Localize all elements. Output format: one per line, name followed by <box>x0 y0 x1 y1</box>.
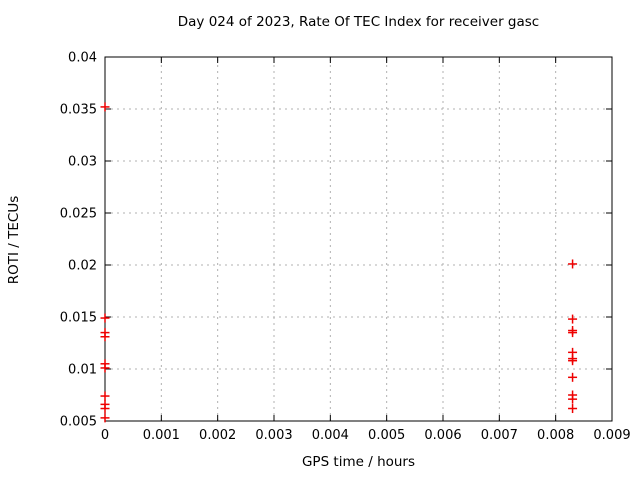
y-tick-label: 0.03 <box>68 155 97 170</box>
data-marker-plus <box>100 391 110 401</box>
y-tick-label: 0.035 <box>60 103 97 118</box>
x-tick-label: 0.009 <box>593 428 630 443</box>
data-marker-plus <box>568 328 578 338</box>
data-marker-plus <box>100 363 110 373</box>
plot-border <box>104 56 613 422</box>
data-point-markers <box>100 102 578 423</box>
data-marker-plus <box>100 313 110 323</box>
y-tick-label: 0.005 <box>60 415 97 430</box>
data-marker-plus <box>568 356 578 366</box>
y-tick-label: 0.04 <box>68 51 97 66</box>
x-axis-label: GPS time / hours <box>301 454 416 470</box>
y-tick-label: 0.02 <box>68 259 97 274</box>
x-tick-label: 0.002 <box>199 428 236 443</box>
y-tick-labels: 0.005 0.01 0.015 0.02 0.025 0.03 0.035 0.04 <box>60 51 97 430</box>
y-tick-label: 0.015 <box>60 311 97 326</box>
x-tick-label: 0.007 <box>481 428 518 443</box>
x-tick-label: 0.005 <box>368 428 405 443</box>
x-tick-label: 0.003 <box>255 428 292 443</box>
chart-title: Day 024 of 2023, Rate Of TEC Index for r… <box>177 14 540 30</box>
data-marker-plus <box>568 372 578 382</box>
x-tick-label: 0.004 <box>312 428 349 443</box>
data-marker-plus <box>100 413 110 423</box>
x-tick-label: 0.006 <box>424 428 461 443</box>
y-tick-label: 0.025 <box>60 207 97 222</box>
gridlines <box>104 56 613 422</box>
data-marker-plus <box>568 259 578 269</box>
data-marker-plus <box>568 404 578 414</box>
x-tick-label: 0.008 <box>537 428 574 443</box>
x-tick-labels: 0 0.001 0.002 0.003 0.004 0.005 0.006 0.007 0.00… <box>101 428 631 443</box>
x-tick-label: 0.001 <box>143 428 180 443</box>
axis-tick-marks <box>104 56 613 422</box>
data-marker-plus <box>568 394 578 404</box>
y-tick-label: 0.01 <box>68 363 97 378</box>
data-marker-plus <box>100 332 110 342</box>
data-marker-plus <box>100 102 110 112</box>
data-marker-plus <box>100 404 110 414</box>
y-axis-label: ROTI / TECUs <box>6 195 22 285</box>
x-tick-label: 0 <box>101 428 109 443</box>
data-marker-plus <box>568 314 578 324</box>
